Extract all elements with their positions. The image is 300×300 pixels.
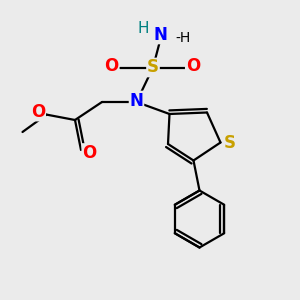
Text: H: H [138,21,149,36]
Text: O: O [186,57,200,75]
Text: S: S [147,58,159,76]
Text: S: S [224,134,236,152]
Text: O: O [104,57,119,75]
Text: N: N [130,92,143,110]
Text: -H: -H [176,31,190,44]
Text: O: O [82,144,97,162]
Text: O: O [31,103,45,121]
Text: N: N [154,26,167,44]
